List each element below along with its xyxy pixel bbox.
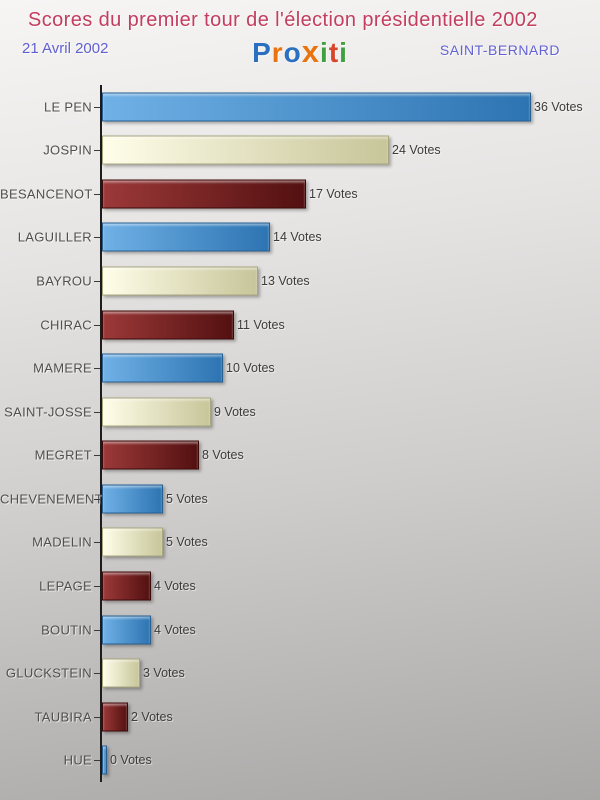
candidate-label: BOUTIN <box>41 622 92 638</box>
vote-bar <box>102 353 223 383</box>
vote-count-label: 13 Votes <box>261 274 310 289</box>
vote-count-label: 0 Votes <box>110 753 152 768</box>
axis-tick <box>94 237 100 239</box>
axis-tick <box>94 411 100 413</box>
vote-count-label: 14 Votes <box>273 230 322 245</box>
vote-bar <box>102 92 531 122</box>
axis-tick <box>94 629 100 631</box>
candidate-label: HUE <box>63 752 92 768</box>
election-date: 21 Avril 2002 <box>22 40 109 57</box>
vote-count-label: 11 Votes <box>237 317 285 332</box>
chart-row: JOSPIN 24 Votes <box>0 129 600 173</box>
vote-bar <box>102 310 234 340</box>
chart-row: SAINT-JOSSE 9 Votes <box>0 390 600 434</box>
proxiti-logo: Proxiti <box>252 34 348 70</box>
axis-tick <box>94 193 100 195</box>
chart-row: MAMERE 10 Votes <box>0 346 600 390</box>
axis-tick <box>94 281 100 283</box>
logo-letter: r <box>271 37 284 68</box>
chart-row: MADELIN 5 Votes <box>0 521 600 565</box>
chart-row: BESANCENOT 17 Votes <box>0 172 600 216</box>
commune-name: SAINT-BERNARD <box>439 42 560 58</box>
vote-bar <box>102 702 128 732</box>
vote-count-label: 4 Votes <box>154 622 196 637</box>
candidate-label: CHIRAC <box>40 317 92 333</box>
logo-letter: x <box>301 34 321 69</box>
chart-rows: LE PEN 36 Votes JOSPIN 24 Votes BESANCEN… <box>0 85 600 782</box>
candidate-label: LEPAGE <box>39 578 92 594</box>
axis-tick <box>94 716 100 718</box>
chart-row: LEPAGE 4 Votes <box>0 564 600 608</box>
vote-count-label: 5 Votes <box>166 535 208 550</box>
vote-bar <box>102 615 151 645</box>
candidate-label: LE PEN <box>43 99 92 115</box>
vote-bar <box>102 135 389 165</box>
vote-bar <box>102 527 163 557</box>
chart-row: GLUCKSTEIN 3 Votes <box>0 651 600 695</box>
vote-count-label: 2 Votes <box>131 709 173 724</box>
vote-bar <box>102 179 306 209</box>
axis-tick <box>94 498 100 500</box>
candidate-label: MADELIN <box>32 534 92 550</box>
axis-tick <box>94 106 100 108</box>
vote-bar <box>102 745 107 775</box>
vote-bar <box>102 397 211 427</box>
candidate-label: MEGRET <box>34 447 92 463</box>
axis-tick <box>94 585 100 587</box>
chart-row: MEGRET 8 Votes <box>0 434 600 478</box>
vote-count-label: 9 Votes <box>214 404 256 419</box>
vote-bar <box>102 266 258 296</box>
logo-letter: t <box>328 37 340 68</box>
vote-count-label: 4 Votes <box>154 578 196 593</box>
vote-bar <box>102 484 163 514</box>
candidate-label: MAMERE <box>33 360 92 376</box>
vote-count-label: 24 Votes <box>392 143 441 158</box>
chart-row: TAUBIRA 2 Votes <box>0 695 600 739</box>
candidate-label: CHEVENEMENT <box>0 491 103 507</box>
vote-bar <box>102 440 199 470</box>
axis-tick <box>94 150 100 152</box>
axis-tick <box>94 455 100 457</box>
chart-row: BAYROU 13 Votes <box>0 259 600 303</box>
vote-count-label: 10 Votes <box>226 361 275 376</box>
vote-count-label: 5 Votes <box>166 491 208 506</box>
axis-tick <box>94 324 100 326</box>
logo-letter: i <box>320 37 329 68</box>
y-axis-line <box>100 85 102 782</box>
page-title: Scores du premier tour de l'élection pré… <box>28 9 538 31</box>
logo-letter: P <box>252 37 272 68</box>
logo-letter: i <box>339 37 348 68</box>
candidate-label: TAUBIRA <box>34 709 92 725</box>
axis-tick <box>94 760 100 762</box>
candidate-label: BAYROU <box>36 273 92 289</box>
vote-count-label: 3 Votes <box>143 666 185 681</box>
candidate-label: BESANCENOT <box>0 186 93 202</box>
axis-tick <box>94 673 100 675</box>
axis-tick <box>94 542 100 544</box>
chart-row: CHEVENEMENT 5 Votes <box>0 477 600 521</box>
candidate-label: JOSPIN <box>43 142 92 158</box>
candidate-label: SAINT-JOSSE <box>4 404 92 420</box>
vote-count-label: 8 Votes <box>202 448 244 463</box>
logo-letter: o <box>283 37 302 68</box>
chart-row: LAGUILLER 14 Votes <box>0 216 600 260</box>
chart-row: CHIRAC 11 Votes <box>0 303 600 347</box>
axis-tick <box>94 368 100 370</box>
vote-count-label: 17 Votes <box>309 186 358 201</box>
vote-bar <box>102 222 270 252</box>
candidate-label: GLUCKSTEIN <box>5 665 92 681</box>
candidate-label: LAGUILLER <box>17 229 92 245</box>
vote-bar <box>102 571 151 601</box>
vote-bar <box>102 658 140 688</box>
chart-row: HUE 0 Votes <box>0 738 600 782</box>
chart-row: LE PEN 36 Votes <box>0 85 600 129</box>
vote-count-label: 36 Votes <box>534 99 583 114</box>
chart-row: BOUTIN 4 Votes <box>0 608 600 652</box>
